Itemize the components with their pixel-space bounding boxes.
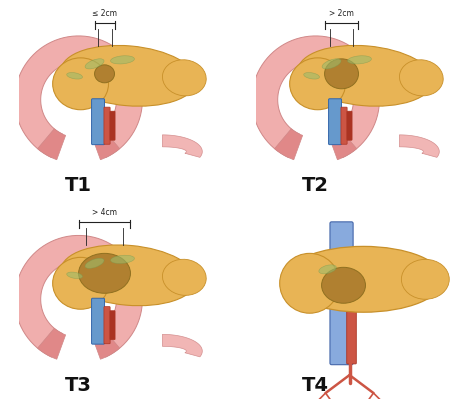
FancyBboxPatch shape: [110, 111, 115, 140]
Polygon shape: [163, 135, 202, 157]
Ellipse shape: [85, 258, 104, 269]
Ellipse shape: [163, 60, 206, 96]
Ellipse shape: [322, 59, 341, 69]
Ellipse shape: [94, 65, 115, 83]
Ellipse shape: [325, 59, 358, 89]
Polygon shape: [252, 36, 379, 158]
Polygon shape: [163, 334, 202, 357]
Text: ≤ 2cm: ≤ 2cm: [92, 9, 117, 18]
Ellipse shape: [53, 257, 109, 309]
Ellipse shape: [304, 73, 319, 79]
Ellipse shape: [347, 56, 372, 64]
Ellipse shape: [283, 246, 443, 312]
Ellipse shape: [85, 59, 104, 69]
Ellipse shape: [61, 245, 196, 306]
Text: T1: T1: [65, 176, 92, 195]
Ellipse shape: [290, 58, 346, 110]
Ellipse shape: [319, 265, 336, 274]
FancyBboxPatch shape: [104, 306, 110, 344]
Polygon shape: [274, 129, 302, 160]
FancyBboxPatch shape: [347, 111, 352, 140]
Ellipse shape: [163, 259, 206, 295]
FancyBboxPatch shape: [91, 99, 105, 145]
Text: > 4cm: > 4cm: [92, 208, 117, 217]
Ellipse shape: [110, 56, 135, 64]
Polygon shape: [15, 235, 142, 357]
FancyBboxPatch shape: [346, 263, 356, 364]
Polygon shape: [15, 36, 142, 158]
Ellipse shape: [280, 253, 339, 313]
Ellipse shape: [110, 255, 135, 263]
Ellipse shape: [321, 267, 365, 303]
Polygon shape: [328, 129, 356, 160]
FancyBboxPatch shape: [110, 310, 115, 340]
Text: > 2cm: > 2cm: [329, 9, 354, 18]
FancyBboxPatch shape: [330, 222, 353, 365]
Ellipse shape: [401, 259, 449, 299]
FancyBboxPatch shape: [91, 298, 105, 344]
Polygon shape: [91, 328, 119, 359]
Polygon shape: [400, 135, 439, 157]
FancyBboxPatch shape: [104, 107, 110, 144]
Ellipse shape: [53, 58, 109, 110]
Polygon shape: [37, 129, 65, 160]
Ellipse shape: [79, 253, 130, 293]
Text: T2: T2: [302, 176, 329, 195]
Polygon shape: [37, 328, 65, 359]
Text: T3: T3: [65, 375, 92, 395]
Ellipse shape: [400, 60, 443, 96]
Ellipse shape: [298, 45, 433, 106]
Ellipse shape: [61, 45, 196, 106]
Polygon shape: [91, 129, 119, 160]
FancyBboxPatch shape: [328, 99, 342, 145]
Text: T4: T4: [302, 375, 329, 395]
Ellipse shape: [67, 73, 82, 79]
Ellipse shape: [67, 272, 82, 279]
FancyBboxPatch shape: [341, 107, 347, 144]
